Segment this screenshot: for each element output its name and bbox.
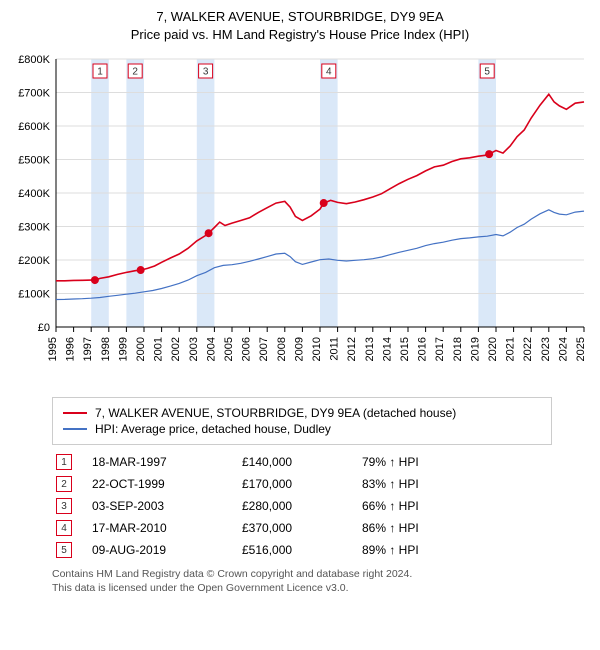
- y-tick-label: £0: [38, 322, 50, 334]
- sale-hpi-delta: 89% ↑ HPI: [358, 539, 552, 561]
- legend-label: HPI: Average price, detached house, Dudl…: [95, 422, 331, 436]
- sale-dot: [320, 199, 328, 207]
- sale-date: 22-OCT-1999: [88, 473, 238, 495]
- sale-date: 03-SEP-2003: [88, 495, 238, 517]
- x-tick-label: 2022: [522, 337, 534, 361]
- sale-date: 18-MAR-1997: [88, 451, 238, 473]
- sale-marker-box: 1: [56, 454, 72, 470]
- sale-marker-number: 3: [203, 67, 209, 78]
- x-tick-label: 2024: [557, 337, 569, 361]
- table-row: 1 18-MAR-1997£140,00079% ↑ HPI: [52, 451, 552, 473]
- x-tick-label: 2004: [205, 337, 217, 361]
- footer-line-2: This data is licensed under the Open Gov…: [52, 581, 552, 595]
- x-tick-label: 2010: [311, 337, 323, 361]
- chart-title-block: 7, WALKER AVENUE, STOURBRIDGE, DY9 9EA P…: [8, 8, 592, 43]
- table-row: 3 03-SEP-2003£280,00066% ↑ HPI: [52, 495, 552, 517]
- y-tick-label: £200K: [18, 255, 50, 267]
- x-tick-label: 2019: [469, 337, 481, 361]
- footer-line-1: Contains HM Land Registry data © Crown c…: [52, 567, 552, 581]
- x-tick-label: 2001: [153, 337, 165, 361]
- sale-dot: [91, 276, 99, 284]
- x-tick-label: 1995: [47, 337, 59, 361]
- x-tick-label: 2015: [399, 337, 411, 361]
- x-tick-label: 2025: [575, 337, 587, 361]
- sale-price: £370,000: [238, 517, 358, 539]
- x-tick-label: 1996: [65, 337, 77, 361]
- y-tick-label: £800K: [18, 54, 50, 66]
- y-tick-label: £100K: [18, 289, 50, 301]
- sale-dot: [137, 266, 145, 274]
- table-row: 2 22-OCT-1999£170,00083% ↑ HPI: [52, 473, 552, 495]
- x-tick-label: 2023: [540, 337, 552, 361]
- y-tick-label: £400K: [18, 188, 50, 200]
- x-tick-label: 2011: [329, 337, 341, 361]
- x-tick-label: 2020: [487, 337, 499, 361]
- x-tick-label: 2000: [135, 337, 147, 361]
- sale-marker-box: 3: [56, 498, 72, 514]
- x-tick-label: 1998: [100, 337, 112, 361]
- sale-marker-number: 5: [484, 67, 490, 78]
- legend-label: 7, WALKER AVENUE, STOURBRIDGE, DY9 9EA (…: [95, 406, 456, 420]
- sale-marker-box: 2: [56, 476, 72, 492]
- sale-date: 17-MAR-2010: [88, 517, 238, 539]
- x-tick-label: 2018: [452, 337, 464, 361]
- table-row: 5 09-AUG-2019£516,00089% ↑ HPI: [52, 539, 552, 561]
- sale-marker-box: 4: [56, 520, 72, 536]
- x-tick-label: 2009: [293, 337, 305, 361]
- sale-date: 09-AUG-2019: [88, 539, 238, 561]
- x-tick-label: 2007: [258, 337, 270, 361]
- attribution-footer: Contains HM Land Registry data © Crown c…: [52, 567, 552, 595]
- y-tick-label: £600K: [18, 121, 50, 133]
- sale-dot: [205, 229, 213, 237]
- x-tick-label: 2008: [276, 337, 288, 361]
- x-tick-label: 2017: [434, 337, 446, 361]
- sale-marker-number: 1: [97, 67, 103, 78]
- sale-price: £280,000: [238, 495, 358, 517]
- sale-marker-number: 4: [326, 67, 332, 78]
- legend-swatch: [63, 428, 87, 430]
- title-line-2: Price paid vs. HM Land Registry's House …: [8, 26, 592, 44]
- y-tick-label: £500K: [18, 155, 50, 167]
- sale-marker-box: 5: [56, 542, 72, 558]
- x-tick-label: 2003: [188, 337, 200, 361]
- x-tick-label: 2002: [170, 337, 182, 361]
- legend: 7, WALKER AVENUE, STOURBRIDGE, DY9 9EA (…: [52, 397, 552, 445]
- legend-row: HPI: Average price, detached house, Dudl…: [63, 422, 541, 436]
- x-tick-label: 2006: [241, 337, 253, 361]
- x-tick-label: 2021: [505, 337, 517, 361]
- sale-price: £170,000: [238, 473, 358, 495]
- y-tick-label: £300K: [18, 222, 50, 234]
- x-tick-label: 2014: [381, 337, 393, 361]
- chart-container: £0 £100K £200K £300K £400K £500K £600K £700K £80…: [8, 49, 592, 389]
- x-tick-label: 1997: [82, 337, 94, 361]
- x-tick-label: 2013: [364, 337, 376, 361]
- sale-hpi-delta: 86% ↑ HPI: [358, 517, 552, 539]
- sales-table: 1 18-MAR-1997£140,00079% ↑ HPI 2 22-OCT-199…: [52, 451, 552, 561]
- x-tick-label: 2016: [417, 337, 429, 361]
- sale-price: £516,000: [238, 539, 358, 561]
- sale-hpi-delta: 83% ↑ HPI: [358, 473, 552, 495]
- x-tick-label: 2012: [346, 337, 358, 361]
- sale-hpi-delta: 66% ↑ HPI: [358, 495, 552, 517]
- legend-swatch: [63, 412, 87, 414]
- x-tick-label: 2005: [223, 337, 235, 361]
- x-tick-label: 1999: [117, 337, 129, 361]
- price-chart-svg: £0 £100K £200K £300K £400K £500K £600K £700K £80…: [8, 49, 592, 389]
- table-row: 4 17-MAR-2010£370,00086% ↑ HPI: [52, 517, 552, 539]
- sale-price: £140,000: [238, 451, 358, 473]
- title-line-1: 7, WALKER AVENUE, STOURBRIDGE, DY9 9EA: [8, 8, 592, 26]
- y-tick-label: £700K: [18, 88, 50, 100]
- legend-row: 7, WALKER AVENUE, STOURBRIDGE, DY9 9EA (…: [63, 406, 541, 420]
- sale-dot: [485, 150, 493, 158]
- sale-hpi-delta: 79% ↑ HPI: [358, 451, 552, 473]
- sale-marker-number: 2: [132, 67, 138, 78]
